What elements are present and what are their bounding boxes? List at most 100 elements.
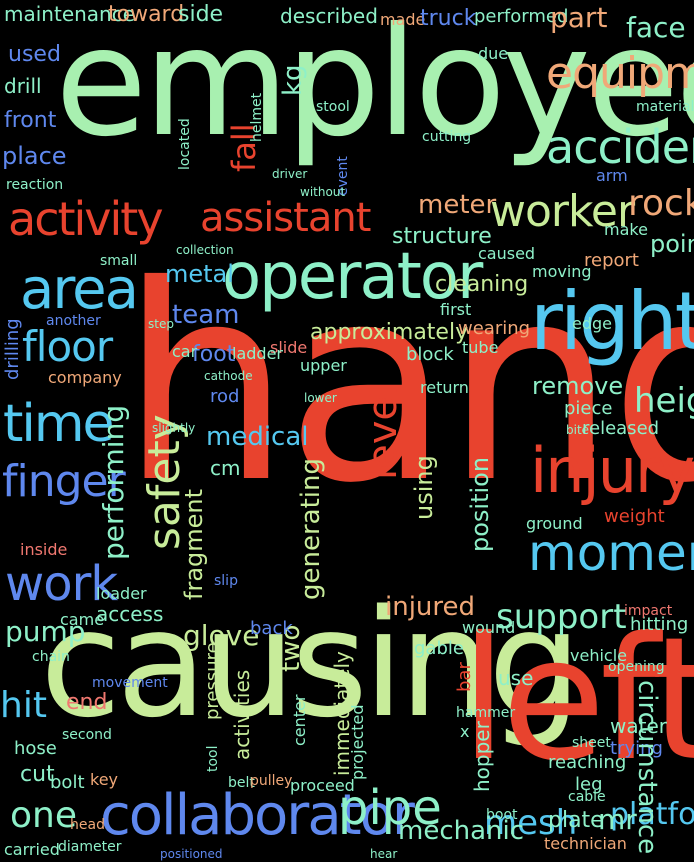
word: slip	[214, 573, 238, 589]
word: work	[5, 556, 118, 612]
word: cutting	[422, 129, 472, 145]
word: cable	[568, 789, 606, 805]
word: gable	[414, 638, 464, 659]
word: report	[584, 250, 639, 271]
word: company	[48, 368, 122, 387]
word: toward	[108, 2, 185, 27]
word: carried	[4, 840, 60, 859]
word: worker	[490, 186, 635, 237]
word: trying	[610, 738, 663, 759]
word: wearing	[458, 318, 531, 339]
word: x	[460, 722, 470, 741]
word: released	[582, 418, 660, 439]
word: cleaning	[435, 272, 529, 297]
word: use	[498, 666, 534, 690]
word: pulley	[250, 773, 293, 789]
word: lower	[304, 391, 337, 405]
word: employee	[55, 0, 694, 170]
word: leg	[575, 774, 603, 795]
word: hammer	[456, 705, 516, 721]
word: activities	[230, 669, 254, 760]
word: ladder	[232, 344, 283, 363]
word: equipment	[546, 48, 694, 99]
word: tool	[205, 745, 221, 772]
word: driver	[272, 167, 308, 181]
word: rod	[210, 386, 240, 407]
word: ground	[526, 514, 583, 533]
word: time	[3, 394, 114, 454]
word: maintenance	[4, 2, 136, 26]
word: pipe	[338, 780, 442, 836]
word: level	[360, 384, 406, 480]
word: helmet	[249, 92, 265, 142]
word: injured	[385, 592, 476, 622]
word: area	[20, 257, 139, 322]
word: pump	[5, 615, 86, 648]
word: due	[478, 44, 509, 63]
word: pressure	[202, 642, 223, 720]
word: made	[380, 10, 426, 29]
word: back	[250, 618, 293, 639]
word: mr	[598, 803, 637, 836]
word: support	[496, 597, 627, 637]
word: key	[90, 770, 119, 789]
word: rock	[628, 183, 694, 224]
word: boot	[486, 807, 518, 823]
word: sheet	[572, 735, 611, 751]
word: car	[172, 342, 198, 361]
word: access	[96, 602, 164, 626]
word: projected	[348, 704, 367, 780]
word: generating	[296, 458, 326, 600]
word: place	[2, 142, 67, 170]
word: performing	[97, 404, 130, 560]
word: cathode	[204, 369, 253, 383]
word: reaction	[6, 177, 64, 193]
word: came	[60, 610, 105, 629]
word: slightly	[152, 421, 196, 435]
word: hand	[120, 227, 694, 542]
word: located	[177, 118, 193, 170]
word: mechanic	[398, 816, 525, 846]
word: moment	[528, 524, 694, 582]
word: water	[610, 714, 667, 738]
word: reaching	[548, 752, 627, 773]
word: block	[406, 344, 454, 365]
word: performed	[474, 6, 569, 27]
word: hopper	[470, 721, 494, 792]
word: loader	[96, 584, 147, 603]
word: upper	[300, 356, 347, 375]
word: position	[466, 456, 494, 552]
word: fragment	[180, 488, 208, 600]
word: side	[178, 2, 224, 27]
word: truck	[420, 6, 477, 31]
word: diameter	[58, 839, 122, 855]
word: head	[70, 817, 105, 833]
word: foot	[192, 342, 236, 367]
word: point	[650, 230, 694, 258]
word: left	[460, 601, 694, 799]
word: weight	[604, 506, 665, 527]
word: kg	[278, 64, 308, 96]
word: structure	[392, 224, 492, 249]
word: drill	[4, 74, 42, 98]
word: finger	[2, 456, 126, 507]
word: used	[8, 42, 61, 67]
word: proceed	[290, 776, 355, 795]
word: piece	[564, 398, 613, 419]
word: front	[4, 108, 57, 133]
word: injury	[530, 434, 694, 507]
word: another	[46, 313, 101, 329]
word: opening	[608, 659, 665, 675]
word: activity	[8, 192, 164, 246]
word: vehicle	[570, 646, 627, 665]
word: hit	[0, 685, 47, 726]
word: edge	[572, 314, 612, 333]
word: operator	[222, 240, 483, 314]
word: glove	[183, 619, 260, 652]
word: make	[604, 220, 648, 239]
word: circumstance	[632, 680, 662, 855]
word: bite	[566, 423, 590, 437]
word: mesh	[484, 803, 578, 843]
word: causing	[40, 578, 582, 750]
